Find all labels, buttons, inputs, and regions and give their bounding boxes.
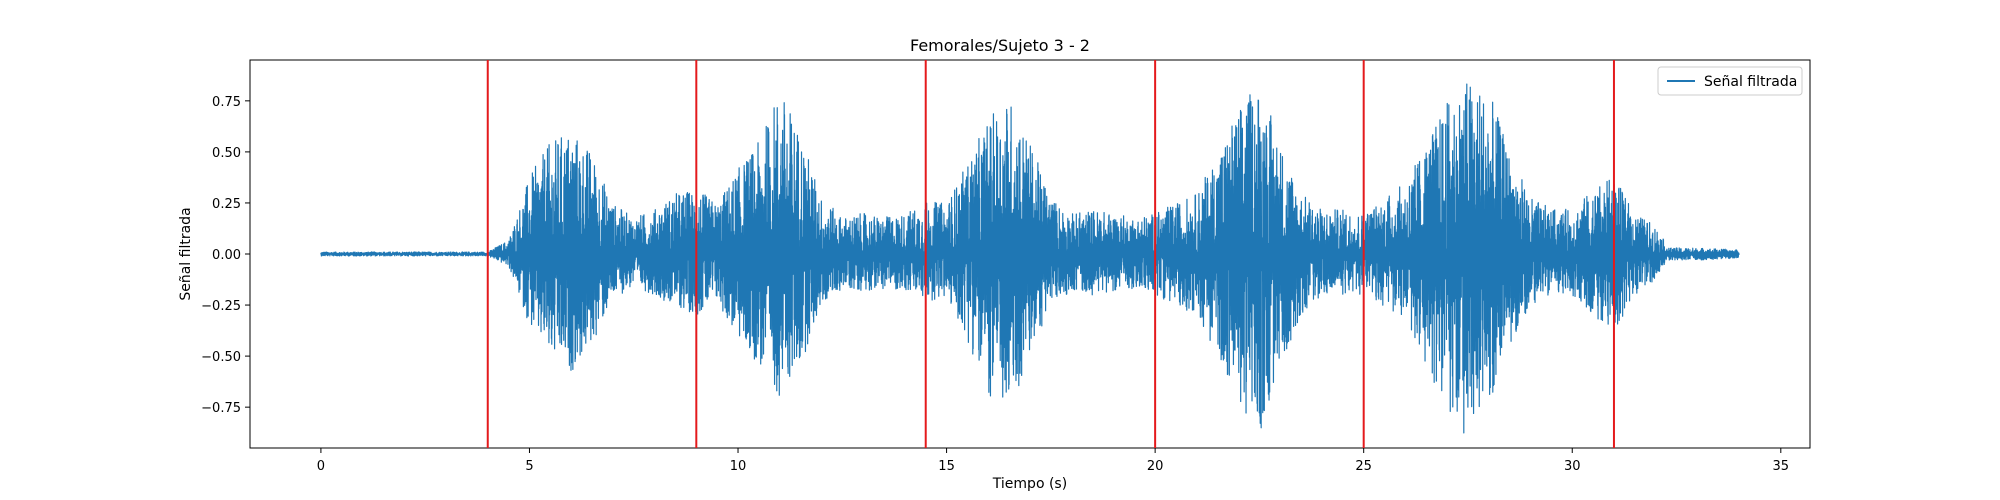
x-tick-label: 5 <box>525 459 533 474</box>
signal-line <box>320 83 1740 434</box>
legend-box <box>1657 66 1803 96</box>
x-tick-label: 20 <box>1147 459 1164 474</box>
legend: Señal filtrada <box>1657 66 1803 96</box>
chart-title: Femorales/Sujeto 3 - 2 <box>910 36 1090 55</box>
y-tick-label: 0.25 <box>212 197 241 212</box>
x-tick-label: 15 <box>938 459 955 474</box>
x-tick-label: 25 <box>1355 459 1372 474</box>
x-tick-label: 35 <box>1773 459 1790 474</box>
plot-area <box>249 59 1811 449</box>
y-tick-label: 0.00 <box>212 248 241 263</box>
y-tick-label: 0.50 <box>212 146 241 161</box>
x-tick-label: 0 <box>317 459 325 474</box>
signal-layer <box>320 83 1740 434</box>
y-tick-label: −0.25 <box>201 299 241 314</box>
x-tick-label: 30 <box>1564 459 1581 474</box>
y-axis: −0.75 −0.50 −0.25 0.00 0.25 0.50 0.75 <box>201 95 250 416</box>
x-tick-label: 10 <box>730 459 747 474</box>
y-tick-label: −0.75 <box>201 401 241 416</box>
vertical-lines <box>486 60 1615 448</box>
x-axis-label: Tiempo (s) <box>992 476 1067 492</box>
x-axis: 0 5 10 15 20 25 30 35 <box>317 448 1789 474</box>
y-tick-label: −0.50 <box>201 350 241 365</box>
y-tick-label: 0.75 <box>212 95 241 110</box>
y-axis-label: Señal filtrada <box>178 207 194 300</box>
legend-entry-senal-filtrada: Señal filtrada <box>1704 74 1797 90</box>
